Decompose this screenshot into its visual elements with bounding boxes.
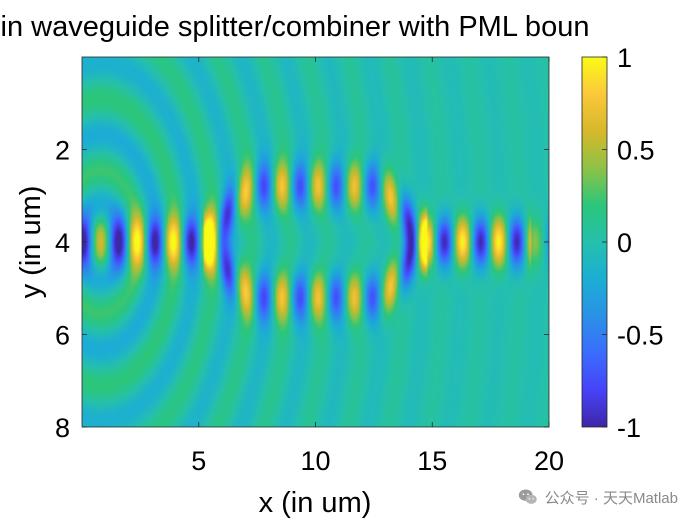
y-axis: 2 4 6 8	[55, 136, 549, 443]
y-axis-label: y (in um)	[15, 186, 47, 299]
plot-area	[81, 56, 550, 428]
colorbar: 1 0.5 0 -0.5 -1	[581, 43, 664, 443]
x-tick-label-2: 15	[417, 446, 447, 476]
x-axis: 5 10 15 20	[191, 57, 564, 476]
heatmap-image	[82, 57, 549, 427]
x-axis-label: x (in um)	[259, 487, 372, 519]
cbar-tick-label-3: -0.5	[617, 321, 664, 351]
y-tick-label-1: 4	[55, 228, 70, 258]
colorbar-ticks: 1 0.5 0 -0.5 -1	[602, 43, 664, 443]
x-tick-label-1: 10	[300, 446, 330, 476]
x-tick-label-0: 5	[191, 446, 206, 476]
chart-title: z in waveguide splitter/combiner with PM…	[0, 11, 590, 43]
watermark-text: 公众号 · 天天Matlab	[544, 489, 678, 507]
cbar-tick-label-4: -1	[617, 413, 641, 443]
y-tick-label-2: 6	[55, 321, 70, 351]
wechat-icon	[518, 489, 537, 504]
watermark: 公众号 · 天天Matlab	[517, 486, 678, 508]
x-tick-label-3: 20	[534, 446, 564, 476]
cbar-tick-label-1: 0.5	[617, 136, 655, 166]
y-tick-label-0: 2	[55, 136, 70, 166]
cbar-tick-label-0: 1	[617, 43, 632, 73]
cbar-tick-label-2: 0	[617, 228, 632, 258]
y-tick-label-3: 8	[55, 413, 70, 443]
